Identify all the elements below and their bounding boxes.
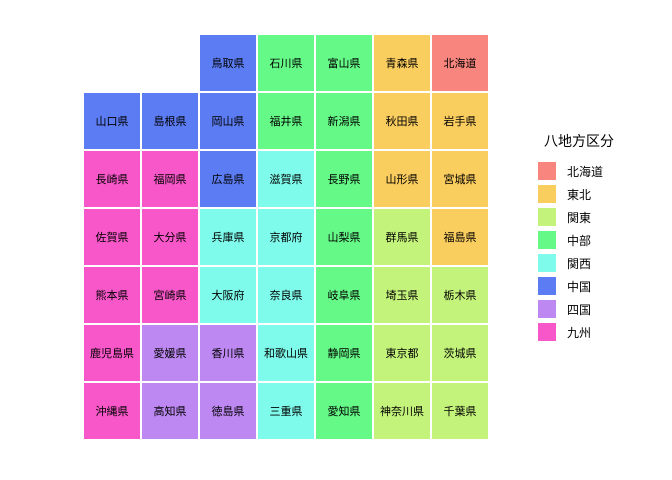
prefecture-tile: 山形県 xyxy=(374,151,430,207)
prefecture-tile: 新潟県 xyxy=(316,93,372,149)
legend-item: 北海道 xyxy=(538,162,614,180)
legend-swatch xyxy=(538,162,556,180)
prefecture-tile: 千葉県 xyxy=(432,383,488,439)
legend-item-label: 東北 xyxy=(567,187,592,202)
prefecture-tile: 石川県 xyxy=(258,35,314,91)
legend-item: 中国 xyxy=(538,277,614,295)
legend-item-label: 北海道 xyxy=(567,164,604,179)
legend-item-label: 中国 xyxy=(567,279,592,294)
prefecture-tile: 静岡県 xyxy=(316,325,372,381)
prefecture-tile: 茨城県 xyxy=(432,325,488,381)
legend-swatch xyxy=(538,323,556,341)
prefecture-tile: 熊本県 xyxy=(84,267,140,323)
prefecture-tile: 群馬県 xyxy=(374,209,430,265)
prefecture-tile: 和歌山県 xyxy=(258,325,314,381)
prefecture-tile: 沖縄県 xyxy=(84,383,140,439)
prefecture-tile: 大分県 xyxy=(142,209,198,265)
prefecture-tile: 岡山県 xyxy=(200,93,256,149)
prefecture-tile: 愛媛県 xyxy=(142,325,198,381)
prefecture-tile: 青森県 xyxy=(374,35,430,91)
legend-swatch xyxy=(538,185,556,203)
legend: 八地方区分 北海道東北関東中部関西中国四国九州 xyxy=(538,131,614,341)
prefecture-tile: 京都府 xyxy=(258,209,314,265)
prefecture-tile: 宮崎県 xyxy=(142,267,198,323)
legend-title: 八地方区分 xyxy=(544,134,614,150)
prefecture-tile: 宮城県 xyxy=(432,151,488,207)
prefecture-tile: 長崎県 xyxy=(84,151,140,207)
prefecture-tile: 北海道 xyxy=(432,35,488,91)
legend-item: 東北 xyxy=(538,185,614,203)
prefecture-tile: 岐阜県 xyxy=(316,267,372,323)
prefecture-tile: 鳥取県 xyxy=(200,35,256,91)
prefecture-tile: 三重県 xyxy=(258,383,314,439)
prefecture-tile: 高知県 xyxy=(142,383,198,439)
legend-items: 北海道東北関東中部関西中国四国九州 xyxy=(538,162,614,341)
prefecture-tile: 栃木県 xyxy=(432,267,488,323)
prefecture-tile: 大阪府 xyxy=(200,267,256,323)
legend-item-label: 関東 xyxy=(567,210,592,225)
prefecture-tile: 佐賀県 xyxy=(84,209,140,265)
prefecture-tile: 滋賀県 xyxy=(258,151,314,207)
prefecture-tile: 奈良県 xyxy=(258,267,314,323)
legend-item-label: 九州 xyxy=(567,325,592,340)
legend-item-label: 関西 xyxy=(567,256,592,271)
prefecture-tile: 山梨県 xyxy=(316,209,372,265)
legend-item: 中部 xyxy=(538,231,614,249)
prefecture-tile: 徳島県 xyxy=(200,383,256,439)
prefecture-tile: 広島県 xyxy=(200,151,256,207)
prefecture-tile: 神奈川県 xyxy=(374,383,430,439)
legend-swatch xyxy=(538,208,556,226)
prefecture-tile: 兵庫県 xyxy=(200,209,256,265)
prefecture-tile: 山口県 xyxy=(84,93,140,149)
legend-swatch xyxy=(538,231,556,249)
prefecture-tile: 秋田県 xyxy=(374,93,430,149)
legend-item: 関東 xyxy=(538,208,614,226)
legend-item: 関西 xyxy=(538,254,614,272)
prefecture-tile: 埼玉県 xyxy=(374,267,430,323)
prefecture-tile: 長野県 xyxy=(316,151,372,207)
legend-item: 九州 xyxy=(538,323,614,341)
prefecture-tile: 鹿児島県 xyxy=(84,325,140,381)
prefecture-tile: 福井県 xyxy=(258,93,314,149)
prefecture-tile: 福岡県 xyxy=(142,151,198,207)
legend-item-label: 四国 xyxy=(567,302,592,317)
prefecture-tile: 東京都 xyxy=(374,325,430,381)
prefecture-tile: 富山県 xyxy=(316,35,372,91)
legend-swatch xyxy=(538,300,556,318)
prefecture-tile: 愛知県 xyxy=(316,383,372,439)
legend-item-label: 中部 xyxy=(567,233,592,248)
legend-swatch xyxy=(538,254,556,272)
prefecture-tile-grid: 鳥取県 石川県 富山県 青森県 北海道 山口県 島根県 岡山県 福井県 新潟県 秋田県 岩手県 長崎県福… xyxy=(84,35,488,439)
prefecture-tile: 香川県 xyxy=(200,325,256,381)
legend-item: 四国 xyxy=(538,300,614,318)
prefecture-tile: 島根県 xyxy=(142,93,198,149)
prefecture-tile: 福島県 xyxy=(432,209,488,265)
legend-swatch xyxy=(538,277,556,295)
prefecture-tile: 岩手県 xyxy=(432,93,488,149)
